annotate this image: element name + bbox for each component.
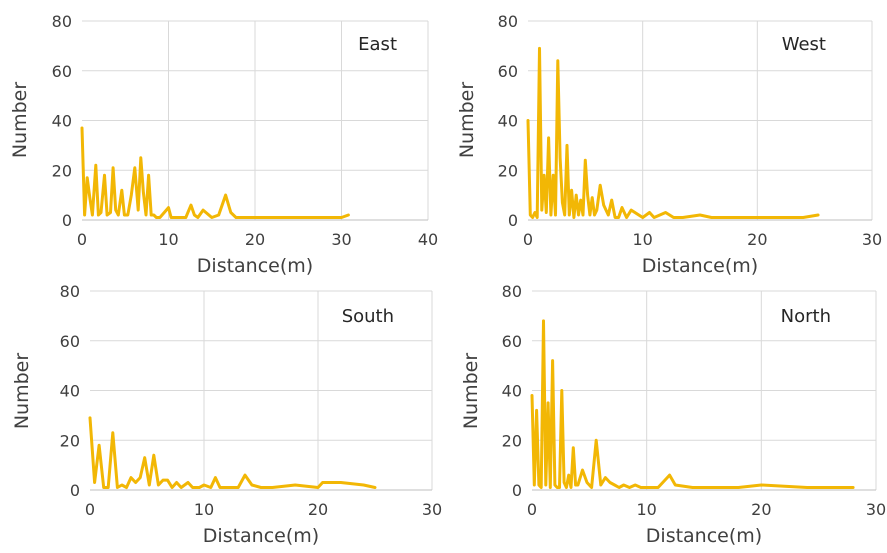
y-tick-label: 20 bbox=[502, 431, 522, 450]
y-tick-label: 60 bbox=[52, 62, 72, 81]
y-tick-label: 60 bbox=[60, 332, 80, 351]
y-tick-label: 0 bbox=[512, 481, 522, 500]
y-tick-label: 60 bbox=[502, 332, 522, 351]
series-line-west bbox=[526, 46, 820, 219]
y-tick-label: 80 bbox=[60, 282, 80, 301]
y-tick-label: 0 bbox=[508, 211, 518, 230]
y-tick-label: 20 bbox=[52, 161, 72, 180]
y-tick-label: 40 bbox=[502, 382, 522, 401]
y-tick-label: 60 bbox=[498, 62, 518, 81]
x-tick-label: 20 bbox=[308, 500, 328, 519]
plot-east: 0 20 40 60 80 0 10 20 30 40 East Distance(m) Number bbox=[9, 12, 438, 277]
x-tick-label: 10 bbox=[158, 230, 178, 249]
panel-title: East bbox=[358, 34, 397, 55]
x-tick-label: 10 bbox=[194, 500, 214, 519]
series-line-north bbox=[530, 319, 855, 489]
y-axis-label: Number bbox=[460, 353, 482, 430]
x-axis-label: Distance(m) bbox=[646, 525, 762, 547]
x-tick-label: 0 bbox=[77, 230, 87, 249]
x-tick-label: 30 bbox=[862, 230, 882, 249]
y-tick-label: 40 bbox=[52, 112, 72, 131]
y-axis-label: Number bbox=[11, 353, 33, 430]
series-line-east bbox=[80, 126, 350, 219]
x-tick-label: 0 bbox=[527, 500, 537, 519]
y-tick-label: 0 bbox=[70, 481, 80, 500]
series-line-south bbox=[88, 416, 377, 489]
y-tick-label: 20 bbox=[498, 161, 518, 180]
y-tick-label: 0 bbox=[62, 211, 72, 230]
x-axis-label: Distance(m) bbox=[642, 255, 758, 277]
x-axis-label: Distance(m) bbox=[197, 255, 313, 277]
x-tick-label: 0 bbox=[523, 230, 533, 249]
x-tick-label: 20 bbox=[245, 230, 265, 249]
panel-title: West bbox=[782, 34, 826, 55]
x-tick-label: 20 bbox=[751, 500, 771, 519]
y-tick-label: 40 bbox=[498, 112, 518, 131]
y-axis-label: Number bbox=[456, 82, 478, 159]
plot-west: 0 20 40 60 80 0 10 20 30 West Distance(m) Number bbox=[456, 12, 882, 277]
panel-title: South bbox=[342, 306, 394, 327]
y-axis-label: Number bbox=[9, 82, 31, 159]
y-tick-label: 20 bbox=[60, 431, 80, 450]
plot-north: 0 20 40 60 80 0 10 20 30 North Distance(m) Number bbox=[460, 282, 886, 547]
x-tick-label: 30 bbox=[422, 500, 442, 519]
x-tick-label: 10 bbox=[632, 230, 652, 249]
y-tick-label: 80 bbox=[498, 12, 518, 31]
y-tick-label: 40 bbox=[60, 382, 80, 401]
panel-title: North bbox=[781, 306, 831, 327]
x-tick-label: 30 bbox=[331, 230, 351, 249]
y-tick-label: 80 bbox=[502, 282, 522, 301]
x-tick-label: 10 bbox=[636, 500, 656, 519]
plot-south: 0 20 40 60 80 0 10 20 30 South Distance(m) Number bbox=[11, 282, 442, 547]
x-tick-label: 40 bbox=[418, 230, 438, 249]
x-tick-label: 30 bbox=[866, 500, 886, 519]
x-tick-label: 0 bbox=[85, 500, 95, 519]
x-axis-label: Distance(m) bbox=[203, 525, 319, 547]
y-tick-label: 80 bbox=[52, 12, 72, 31]
x-tick-label: 20 bbox=[747, 230, 767, 249]
